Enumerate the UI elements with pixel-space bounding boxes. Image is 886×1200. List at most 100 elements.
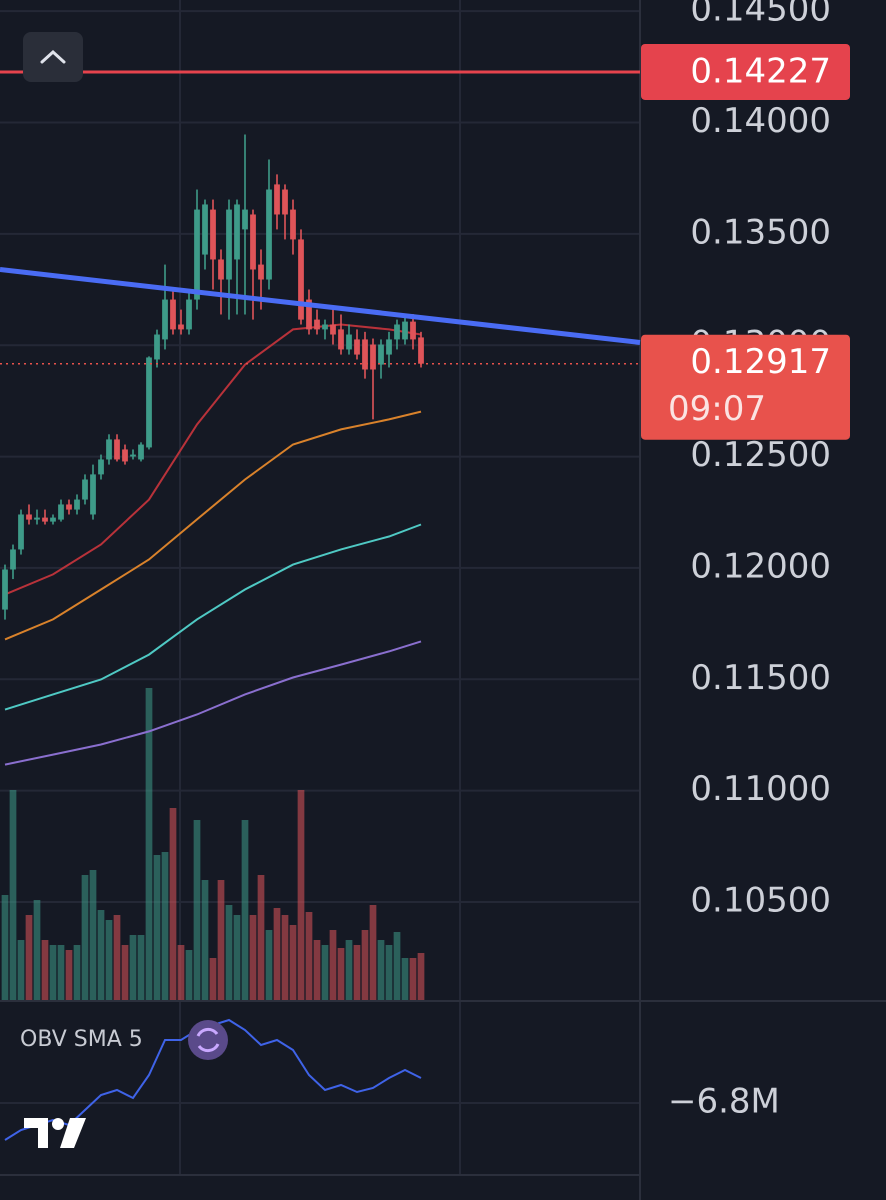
- y-tick-label: 0.10500: [690, 881, 831, 921]
- last-price-box: [641, 334, 850, 440]
- volume-bar: [345, 940, 353, 1000]
- candle-body: [226, 209, 232, 280]
- volume-bar: [313, 940, 321, 1000]
- candle-body: [282, 189, 288, 215]
- volume-bar: [97, 910, 105, 1000]
- y-tick-label: 0.13500: [690, 212, 831, 252]
- candle-body: [66, 504, 72, 510]
- volume-bar: [81, 875, 89, 1000]
- candle-body: [10, 549, 16, 570]
- candle-body: [34, 517, 40, 520]
- volume-bar: [105, 920, 113, 1000]
- volume-bar: [241, 820, 249, 1000]
- price-label: 0.14227: [690, 51, 831, 91]
- volume-bar: [417, 953, 425, 1000]
- volume-bar: [129, 935, 137, 1000]
- candle-body: [378, 344, 384, 365]
- candle-body: [402, 321, 408, 340]
- candle-body: [74, 499, 80, 510]
- candle-body: [58, 504, 64, 520]
- y-tick-label: 0.12500: [690, 435, 831, 475]
- volume-bar: [281, 915, 289, 1000]
- volume-bar: [257, 875, 265, 1000]
- price-label-box: [641, 43, 850, 100]
- countdown-label: 09:07: [668, 389, 766, 429]
- volume-layer: [1, 688, 425, 1000]
- candle-body: [338, 329, 344, 350]
- volume-bar: [401, 958, 409, 1000]
- candle-body: [42, 517, 48, 522]
- volume-bar: [121, 945, 129, 1000]
- candle-body: [234, 204, 240, 260]
- volume-bar: [41, 940, 49, 1000]
- candle-body: [202, 204, 208, 255]
- trend-line: [0, 267, 641, 345]
- volume-bar: [153, 855, 161, 1000]
- volume-bar: [73, 945, 81, 1000]
- candle-body: [266, 189, 272, 280]
- candle-body: [242, 209, 248, 230]
- candle-body: [82, 479, 88, 500]
- button-bg[interactable]: [23, 32, 83, 82]
- candle-body: [210, 209, 216, 260]
- volume-bar: [233, 915, 241, 1000]
- last-price-label: 0.12917: [690, 342, 831, 382]
- candle-body: [130, 454, 136, 457]
- volume-bar: [249, 915, 257, 1000]
- candle-body: [138, 444, 144, 460]
- volume-bar: [89, 870, 97, 1000]
- volume-bar: [161, 852, 169, 1000]
- candle-body: [2, 569, 8, 610]
- volume-bar: [17, 940, 25, 1000]
- reload-icon[interactable]: [188, 1020, 228, 1060]
- candle-body: [178, 324, 184, 330]
- candle-body: [410, 321, 416, 340]
- chevron-icon: [40, 49, 66, 64]
- volume-bar: [377, 940, 385, 1000]
- volume-bar: [209, 958, 217, 1000]
- volume-bar: [289, 925, 297, 1000]
- candle-body: [18, 514, 24, 550]
- candle-body: [90, 474, 96, 515]
- y-tick-label: 0.11500: [690, 658, 831, 698]
- ma-layer: [4, 323, 422, 766]
- candle-body: [114, 439, 120, 460]
- candle-body: [170, 299, 176, 330]
- volume-bar: [329, 930, 337, 1000]
- candle-body: [194, 209, 200, 300]
- moving-average-line: [4, 323, 422, 596]
- volume-bar: [9, 790, 17, 1000]
- candle-body: [154, 334, 160, 360]
- axis-layer: 0.145000.140000.135000.130000.125000.120…: [641, 0, 850, 1122]
- candle-body: [346, 334, 352, 350]
- candle-body: [314, 319, 320, 330]
- moving-average-line: [4, 640, 422, 766]
- moving-average-line: [4, 523, 422, 711]
- reload-bg[interactable]: [188, 1020, 228, 1060]
- candle-body: [330, 324, 336, 335]
- volume-bar: [49, 945, 57, 1000]
- reload-arrows: [196, 1027, 220, 1053]
- candle-body: [370, 344, 376, 370]
- logo-part: [24, 1118, 48, 1148]
- volume-bar: [385, 945, 393, 1000]
- candle-body: [122, 449, 128, 462]
- volume-bar: [353, 945, 361, 1000]
- volume-bar: [225, 905, 233, 1000]
- volume-bar: [1, 895, 9, 1000]
- volume-bar: [25, 915, 33, 1000]
- volume-bar: [177, 945, 185, 1000]
- candle-body: [322, 324, 328, 330]
- tradingview-logo: [24, 1118, 86, 1148]
- collapse-button[interactable]: [23, 32, 83, 82]
- volume-bar: [145, 688, 153, 1000]
- volume-bar: [297, 790, 305, 1000]
- grid: [0, 0, 640, 1175]
- candle-body: [394, 324, 400, 340]
- volume-bar: [201, 880, 209, 1000]
- candle-body: [250, 214, 256, 270]
- volume-bar: [361, 930, 369, 1000]
- candle-body: [290, 209, 296, 240]
- candle-body: [106, 439, 112, 460]
- volume-bar: [185, 950, 193, 1000]
